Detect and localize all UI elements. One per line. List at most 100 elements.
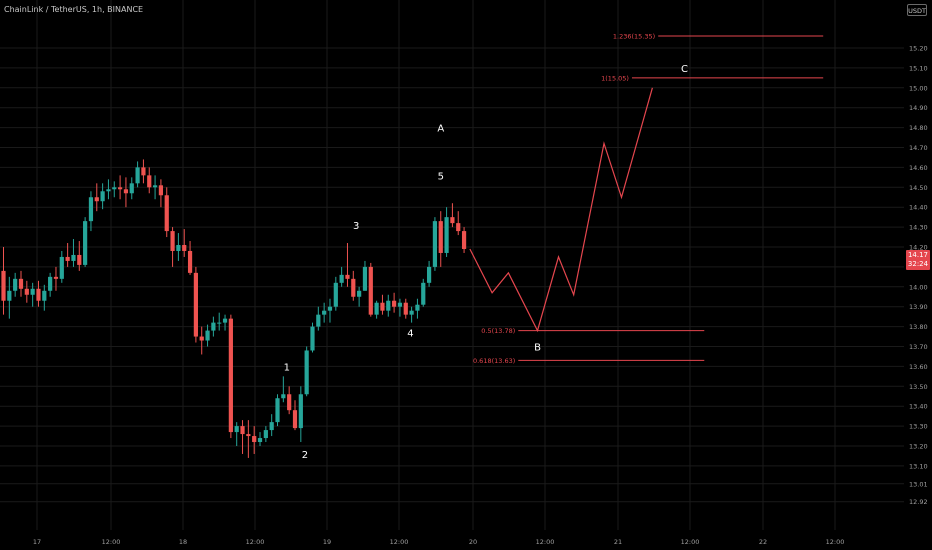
candle[interactable] [438,211,443,267]
candle[interactable] [7,276,12,319]
wave-label-5: 5 [438,171,444,182]
candle[interactable] [257,432,263,446]
currency-button[interactable]: USDT [907,4,927,16]
candle[interactable] [246,420,251,458]
candle[interactable] [362,260,368,291]
candle[interactable] [123,177,129,208]
candle[interactable] [292,400,298,431]
candle[interactable] [187,241,193,275]
candle[interactable] [333,276,338,311]
candle[interactable] [450,203,455,228]
time-tick-label: 12:00 [536,538,555,546]
candle[interactable] [170,227,175,267]
candle[interactable] [339,266,344,287]
candle[interactable] [327,298,333,323]
price-tick-label: 13.50 [909,383,928,391]
candle[interactable] [152,175,158,200]
candles[interactable] [1,159,467,458]
candle[interactable] [374,300,379,319]
candle[interactable] [129,177,134,200]
candle-body [94,197,99,202]
candle[interactable] [380,294,385,315]
candle[interactable] [199,326,204,355]
candle[interactable] [316,306,321,331]
fib-level-label: 1.236(15.35) [613,33,655,41]
candle-body [88,197,94,222]
candle[interactable] [147,167,152,194]
candle[interactable] [100,183,105,210]
candle-body [83,221,88,265]
candle[interactable] [1,247,6,315]
candle[interactable] [275,394,280,427]
candle[interactable] [415,298,420,319]
candle[interactable] [205,324,210,347]
candle[interactable] [421,278,426,307]
candle[interactable] [252,426,257,454]
candle[interactable] [461,227,467,253]
candle[interactable] [263,426,268,443]
candle[interactable] [112,181,117,198]
time-tick-label: 17 [33,538,41,546]
candle[interactable] [426,260,432,287]
time-axis-bg [0,530,932,550]
price-tick-label: 14.70 [909,144,928,152]
candle[interactable] [217,312,222,331]
candle[interactable] [65,243,70,267]
candle-body [24,288,29,295]
candle[interactable] [59,250,64,283]
candle[interactable] [322,302,327,323]
candle[interactable] [298,386,303,443]
candle[interactable] [240,420,245,454]
candle-body [327,306,333,311]
candle[interactable] [234,422,239,446]
candle[interactable] [269,414,274,437]
candle[interactable] [106,179,111,200]
candle[interactable] [444,207,449,257]
candle[interactable] [88,191,94,232]
candle[interactable] [164,187,169,238]
candle[interactable] [53,266,59,291]
candle[interactable] [36,280,41,307]
candle[interactable] [71,239,76,267]
candle[interactable] [30,282,35,307]
candle[interactable] [386,294,391,317]
candle[interactable] [392,292,397,313]
candle[interactable] [182,229,187,257]
candle-body [421,282,426,305]
candle[interactable] [397,298,403,317]
candle[interactable] [304,346,309,397]
candle[interactable] [42,284,47,311]
candle[interactable] [357,286,362,307]
candle[interactable] [118,175,123,200]
candle[interactable] [409,306,414,323]
candle[interactable] [83,217,88,267]
candle[interactable] [287,386,292,415]
candle[interactable] [48,272,53,297]
candle[interactable] [77,241,82,271]
candle[interactable] [94,183,99,212]
time-axis[interactable]: 17 12:00 18 12:00 19 12:00 20 12:00 21 12:00 22 12:… [0,530,932,550]
candle[interactable] [135,161,140,188]
candle[interactable] [403,298,408,319]
candle[interactable] [222,314,228,331]
candle[interactable] [158,179,164,208]
candle[interactable] [13,272,18,297]
candle[interactable] [176,233,181,261]
candle-body [71,254,76,261]
candle[interactable] [281,376,286,403]
candle[interactable] [310,322,315,353]
candle[interactable] [18,270,24,297]
candle[interactable] [456,211,461,236]
candle[interactable] [211,316,216,337]
candle[interactable] [432,217,438,271]
candle[interactable] [345,243,350,287]
fib-level-label: 0.618(13.63) [473,357,515,365]
candle[interactable] [368,262,373,317]
candle[interactable] [141,159,146,184]
candle[interactable] [193,266,198,343]
candle[interactable] [351,270,356,301]
time-tick-label: 20 [469,538,477,546]
candle[interactable] [24,280,29,303]
candle[interactable] [228,314,233,439]
